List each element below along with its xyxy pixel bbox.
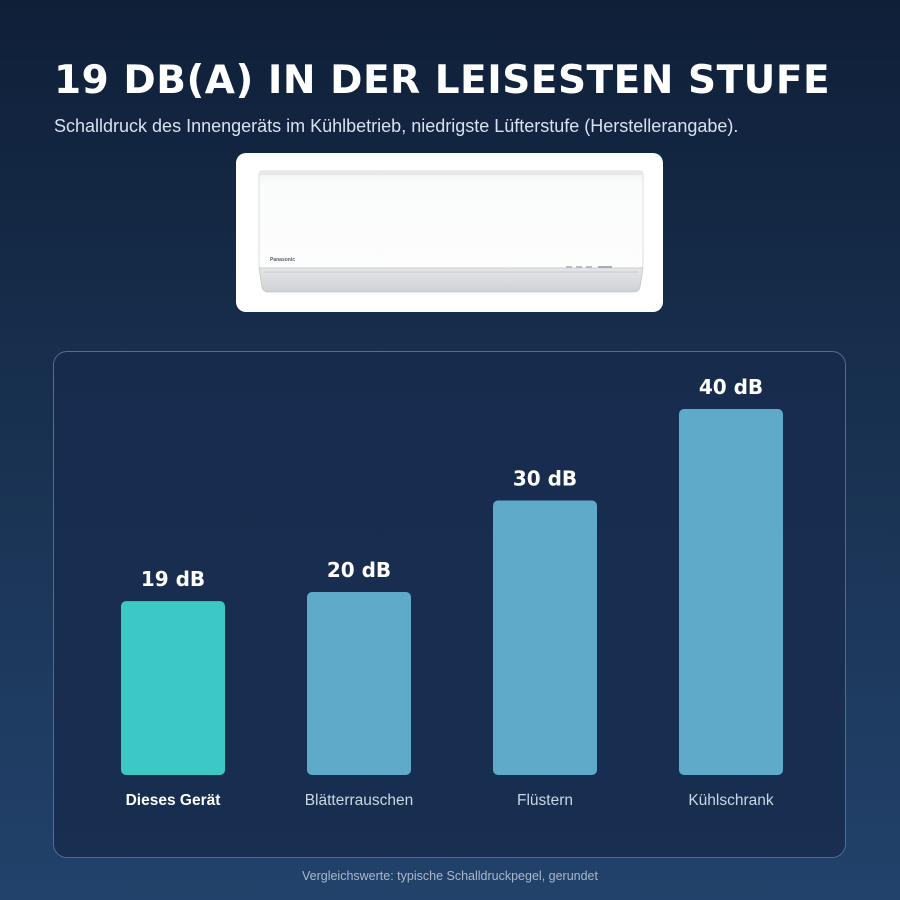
bar-chart: 19 dB Dieses Gerät 20 dB Blätterrauschen 30 … xyxy=(121,375,783,809)
status-light xyxy=(566,266,572,268)
page-subtitle: Schalldruck des Innengeräts im Kühlbetri… xyxy=(54,116,739,136)
status-light xyxy=(576,266,582,268)
bar-3 xyxy=(679,409,783,775)
value-label-2: 30 dB xyxy=(513,467,577,491)
bar-2 xyxy=(493,500,597,775)
category-label-0: Dieses Gerät xyxy=(126,792,221,809)
ac-top-edge xyxy=(259,171,643,175)
air-conditioner-illustration: Panasonic xyxy=(258,170,644,293)
category-label-3: Kühlschrank xyxy=(688,792,774,809)
bar-0 xyxy=(121,601,225,775)
value-label-1: 20 dB xyxy=(327,558,391,582)
category-label-2: Flüstern xyxy=(517,792,573,809)
brand-logo: Panasonic xyxy=(270,257,295,263)
product-image-card: Panasonic xyxy=(236,153,663,312)
footnote: Vergleichswerte: typische Schalldruckpeg… xyxy=(301,869,598,883)
value-label-3: 40 dB xyxy=(699,375,763,399)
category-label-1: Blätterrauschen xyxy=(305,792,414,809)
value-label-0: 19 dB xyxy=(141,567,205,591)
ac-front-panel xyxy=(258,170,644,269)
ac-louver xyxy=(258,267,644,293)
status-light xyxy=(586,266,592,268)
page-title: 19 DB(A) IN DER LEISESTEN STUFE xyxy=(54,58,831,103)
bar-1 xyxy=(307,592,411,775)
status-light xyxy=(598,266,612,268)
chart-panel: 19 dB Dieses Gerät 20 dB Blätterrauschen 30 … xyxy=(53,351,846,858)
